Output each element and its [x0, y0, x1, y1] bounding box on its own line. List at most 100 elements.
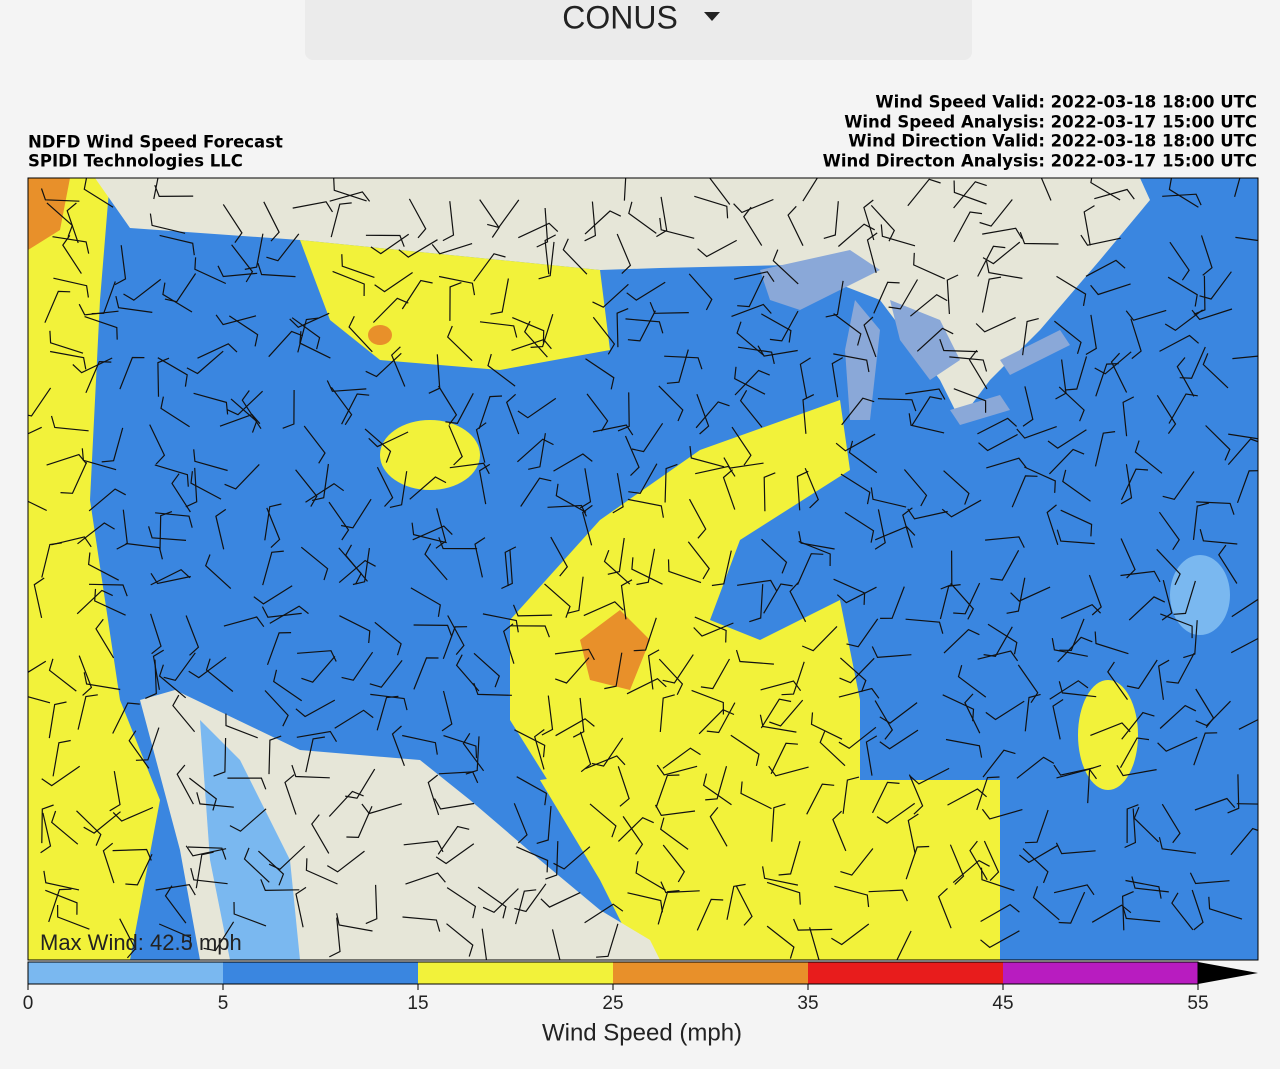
wind-barb: [627, 498, 664, 518]
wind-area: [510, 400, 860, 800]
wind-barb: [264, 690, 289, 727]
wind-barb: [289, 312, 330, 329]
wind-barb: [876, 802, 916, 824]
wind-barb: [620, 579, 633, 620]
wind-barb: [1058, 386, 1085, 422]
wind-barb: [825, 280, 844, 318]
wind-barb: [631, 422, 664, 453]
wind-barb: [40, 188, 80, 202]
wind-barb: [1060, 603, 1102, 619]
wind-barb: [303, 425, 326, 464]
wind-barb: [1060, 509, 1093, 537]
wind-barb: [446, 325, 473, 362]
wind-barb: [473, 253, 506, 282]
wind-barb: [1017, 664, 1039, 704]
wind-barb: [592, 316, 616, 355]
wind-barb: [772, 249, 799, 285]
wind-barb: [977, 417, 1018, 435]
wind-barb: [840, 848, 874, 876]
wind-barb: [662, 844, 686, 883]
wind-barb: [119, 918, 137, 959]
wind-barb: [87, 552, 119, 581]
wind-barb: [868, 889, 908, 902]
wind-barb: [562, 238, 588, 275]
wind-barb: [1191, 889, 1204, 931]
wind-barb: [164, 885, 187, 924]
wind-barb: [1119, 737, 1150, 768]
wind-barb: [157, 357, 188, 387]
wind-area: [28, 178, 70, 250]
wind-barb: [990, 550, 1020, 581]
wind-barb: [980, 903, 1020, 923]
wind-barb: [1161, 579, 1173, 621]
wind-barb: [1192, 502, 1210, 540]
wind-barb: [1046, 504, 1059, 545]
wind-barb: [1158, 836, 1196, 854]
wind-barb: [403, 840, 444, 853]
wind-barb: [950, 582, 975, 620]
wind-barb: [1120, 464, 1133, 505]
wind-barb: [1130, 318, 1142, 360]
wind-barb: [1176, 357, 1195, 397]
wind-barb: [1006, 577, 1026, 614]
wind-barb: [516, 776, 548, 806]
wind-barb: [150, 613, 162, 655]
wind-barb: [622, 816, 644, 855]
wind-barb: [1168, 178, 1199, 208]
dropdown-caret[interactable]: [704, 12, 720, 21]
wind-barb: [1107, 661, 1128, 700]
wind-barb: [739, 390, 763, 428]
wind-barb: [102, 842, 115, 884]
wind-barb: [244, 233, 264, 270]
wind-barb: [224, 463, 260, 490]
wind-barb: [937, 887, 952, 929]
wind-barb: [839, 657, 875, 684]
wind-barb: [33, 577, 45, 619]
region-dropdown[interactable]: CONUS: [305, 0, 972, 60]
wind-barb: [297, 317, 319, 353]
wind-barb: [1058, 891, 1086, 924]
wind-barb: [514, 729, 546, 758]
wind-barb: [374, 621, 402, 656]
wind-barb: [365, 352, 402, 378]
wind-barb: [1126, 804, 1139, 844]
wind-barb: [1134, 440, 1163, 474]
wind-barbs: [28, 178, 1258, 960]
wind-barb: [695, 401, 730, 429]
wind-barb: [848, 440, 878, 474]
wind-barb: [584, 755, 626, 770]
wind-barb: [1090, 178, 1121, 201]
wind-barb: [980, 930, 1020, 949]
wind-barb: [977, 650, 1019, 662]
map-frame: [27, 177, 1259, 961]
wind-barb: [541, 695, 554, 736]
wind-barb: [233, 901, 267, 927]
dropdown-box[interactable]: [305, 0, 972, 60]
wind-barb: [628, 463, 658, 495]
wind-barb: [78, 655, 93, 696]
wind-barb: [841, 397, 875, 426]
wind-barb: [1120, 538, 1136, 579]
wind-barb: [119, 356, 145, 390]
wind-barb: [939, 584, 961, 620]
wind-barb: [172, 694, 196, 733]
wind-barb: [1156, 394, 1177, 434]
wind-barb: [953, 181, 987, 209]
wind-barb: [501, 549, 513, 590]
dropdown-label[interactable]: CONUS: [562, 0, 678, 35]
wind-barb: [596, 923, 619, 958]
wind-barb: [261, 606, 302, 618]
wind-barb: [544, 583, 571, 618]
wind-barb: [109, 770, 121, 812]
wind-barb: [986, 457, 1027, 469]
wind-barb: [446, 887, 477, 919]
wind-barb: [1199, 271, 1232, 300]
wind-barb: [114, 245, 127, 286]
wind-barb: [1090, 722, 1131, 736]
wind-barb: [482, 888, 519, 914]
wind-barb: [473, 652, 501, 688]
wind-barb: [555, 718, 595, 737]
wind-barb: [441, 690, 453, 732]
wind-barb: [196, 792, 234, 808]
wind-barb: [49, 350, 87, 370]
